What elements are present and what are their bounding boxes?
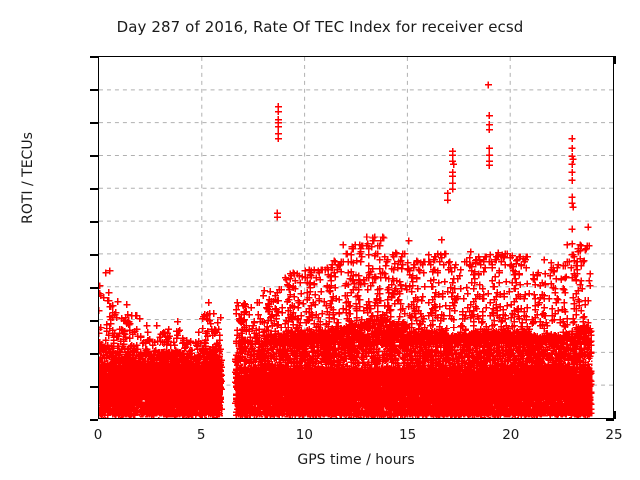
y-tick-mark bbox=[90, 254, 98, 256]
x-tick-label: 0 bbox=[93, 427, 103, 443]
x-tick-mark bbox=[614, 411, 616, 419]
y-tick-mark bbox=[90, 353, 98, 355]
x-tick-label: 25 bbox=[605, 427, 623, 443]
x-tick-mark-top bbox=[614, 56, 616, 64]
x-tick-label: 10 bbox=[295, 427, 313, 443]
y-tick-mark bbox=[90, 386, 98, 388]
x-tick-label: 5 bbox=[196, 427, 206, 443]
y-tick-mark bbox=[90, 419, 98, 421]
x-tick-label: 20 bbox=[502, 427, 520, 443]
y-tick-mark bbox=[90, 188, 98, 190]
y-tick-mark bbox=[90, 155, 98, 157]
plot-area bbox=[98, 56, 614, 419]
x-tick-label: 15 bbox=[399, 427, 417, 443]
page-title: Day 287 of 2016, Rate Of TEC Index for r… bbox=[116, 18, 524, 36]
y-tick-mark bbox=[90, 221, 98, 223]
scatter-points bbox=[99, 81, 595, 418]
y-tick-mark bbox=[90, 320, 98, 322]
y-tick-mark-right bbox=[606, 419, 614, 421]
y-tick-mark bbox=[90, 56, 98, 58]
y-tick-mark bbox=[90, 287, 98, 289]
y-axis-label: ROTI / TECUs bbox=[20, 132, 36, 224]
y-tick-mark bbox=[90, 89, 98, 91]
y-tick-mark bbox=[90, 122, 98, 124]
x-axis-label: GPS time / hours bbox=[297, 452, 415, 468]
